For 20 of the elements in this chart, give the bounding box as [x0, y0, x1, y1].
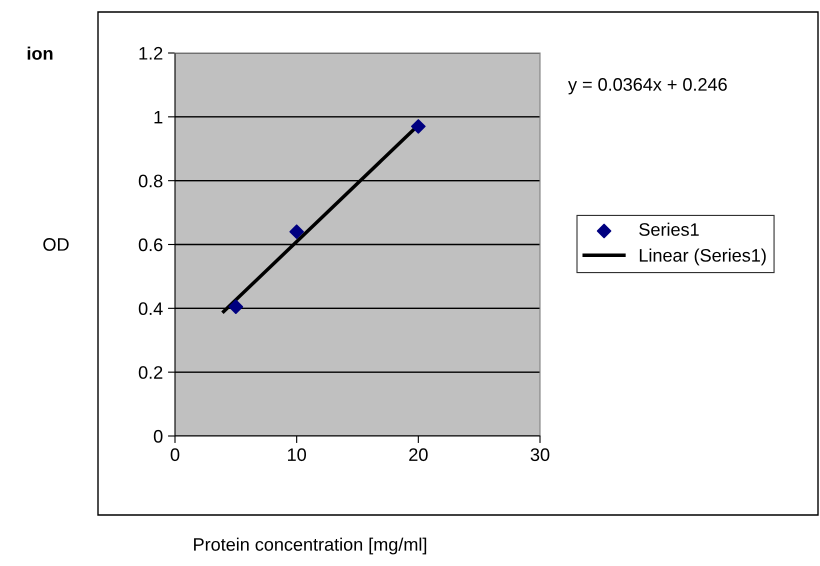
x-tick-label: 20	[409, 448, 428, 462]
text: y = 0.0364x + 0.246	[568, 78, 727, 94]
x-axis-title: Protein concentration [mg/ml]	[194, 538, 426, 554]
y-tick-label: 0.2	[138, 366, 162, 379]
x-tick-label: 30	[530, 448, 550, 462]
chart-title: ion	[28, 46, 52, 60]
point	[289, 224, 304, 240]
x-tick-label: 0	[170, 448, 180, 462]
y-tick-label: 0.4	[138, 302, 163, 316]
y-axis-title: OD	[43, 238, 69, 251]
y-tick-label: 0.6	[138, 238, 162, 252]
y-tick-label: 1	[154, 110, 162, 124]
point	[411, 119, 426, 134]
point	[228, 299, 244, 314]
legend-label: Series1	[639, 222, 699, 236]
y-tick-label: 1.2	[139, 46, 162, 60]
y-tick-label: 0	[154, 430, 162, 443]
y-tick-label: 0.8	[138, 174, 162, 188]
x-tick-label: 10	[288, 448, 306, 462]
legend-label: Linear (Series1)	[640, 248, 766, 266]
